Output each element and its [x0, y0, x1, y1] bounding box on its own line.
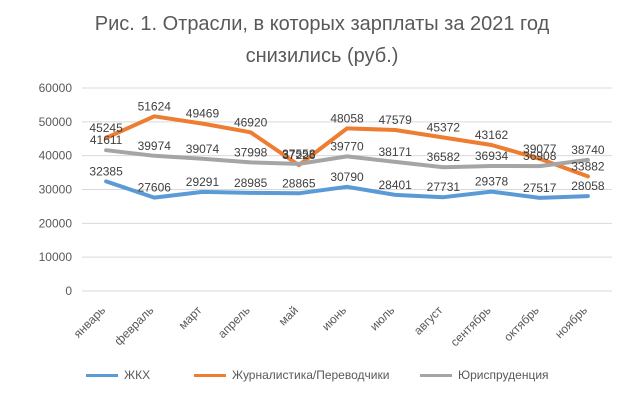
- x-tick-label: сентябрь: [448, 303, 494, 349]
- chart-title: Рис. 1. Отрасли, в которых зарплаты за 2…: [0, 8, 644, 72]
- x-tick-label: август: [411, 303, 446, 338]
- data-label: 29291: [186, 175, 220, 189]
- data-label: 37226: [282, 148, 316, 162]
- x-tick-label: март: [176, 303, 205, 332]
- data-label: 36582: [427, 150, 461, 164]
- data-label: 39077: [523, 142, 557, 156]
- legend-label-series-1: ЖКХ: [124, 368, 151, 382]
- data-label: 28401: [378, 178, 412, 192]
- data-label: 37558: [282, 147, 316, 161]
- data-label: 45245: [89, 121, 123, 135]
- data-label: 39770: [330, 139, 364, 153]
- y-tick-label: 10000: [39, 250, 73, 264]
- data-label: 46920: [234, 115, 268, 129]
- data-label: 27606: [138, 181, 172, 195]
- x-tick-label: июль: [367, 303, 397, 333]
- series-line-2: [104, 114, 590, 179]
- legend-item-series-2: Журналистика/Переводчики: [194, 368, 389, 382]
- data-label: 49469: [186, 107, 220, 121]
- x-tick-label: январь: [71, 303, 108, 340]
- legend-swatch-series-3: [420, 373, 452, 377]
- data-label: 29378: [475, 175, 509, 189]
- data-label: 30790: [330, 170, 364, 184]
- data-label: 45372: [427, 120, 461, 134]
- y-tick-label: 50000: [39, 115, 73, 129]
- y-tick-label: 0: [65, 284, 72, 298]
- legend-swatch-series-2: [194, 373, 226, 377]
- data-label: 28985: [234, 176, 268, 190]
- data-label: 33882: [571, 159, 605, 173]
- data-label: 47579: [378, 113, 412, 127]
- chart-title-line-2: снизились (руб.): [245, 45, 399, 67]
- data-label: 36908: [523, 149, 557, 163]
- legend-label-series-2: Журналистика/Переводчики: [232, 368, 390, 382]
- x-tick-label: октябрь: [501, 303, 542, 344]
- x-tick-label: апрель: [215, 303, 253, 341]
- y-tick-label: 20000: [39, 216, 73, 230]
- data-label: 43162: [475, 128, 509, 142]
- data-label: 41611: [90, 133, 123, 147]
- data-label: 36934: [475, 149, 509, 163]
- data-label: 37998: [234, 145, 268, 159]
- data-label: 39974: [138, 139, 172, 153]
- data-label: 38740: [571, 143, 605, 157]
- data-label: 32385: [89, 164, 123, 178]
- x-tick-label: май: [276, 303, 301, 328]
- legend-item-series-3: Юриспруденция: [420, 368, 549, 382]
- data-label: 38171: [378, 145, 412, 159]
- data-label: 48058: [330, 111, 364, 125]
- line-chart: 0 10000 20000 30000 40000 50000 60000 январь фев…: [39, 81, 612, 349]
- series-line-3: [104, 148, 590, 170]
- data-label: 28058: [571, 179, 605, 193]
- legend-item-series-1: ЖКХ: [86, 368, 150, 382]
- data-label: 51624: [138, 99, 172, 113]
- y-tick-label: 40000: [39, 149, 73, 163]
- x-tick-label: июнь: [319, 303, 349, 333]
- y-tick-label: 30000: [39, 183, 73, 197]
- chart-legend: ЖКХ Журналистика/Переводчики Юриспруденц…: [0, 368, 644, 388]
- data-label: 28865: [282, 176, 316, 190]
- data-label: 27731: [427, 180, 461, 194]
- series-line-1: [104, 179, 590, 200]
- chart-title-line-1: Рис. 1. Отрасли, в которых зарплаты за 2…: [94, 13, 550, 35]
- y-tick-label: 60000: [39, 81, 73, 95]
- data-label: 39074: [186, 142, 220, 156]
- x-tick-label: февраль: [111, 303, 156, 348]
- x-tick-label: ноябрь: [552, 303, 590, 341]
- legend-swatch-series-1: [86, 373, 118, 377]
- legend-label-series-3: Юриспруденция: [458, 368, 549, 382]
- data-label: 27517: [523, 181, 557, 195]
